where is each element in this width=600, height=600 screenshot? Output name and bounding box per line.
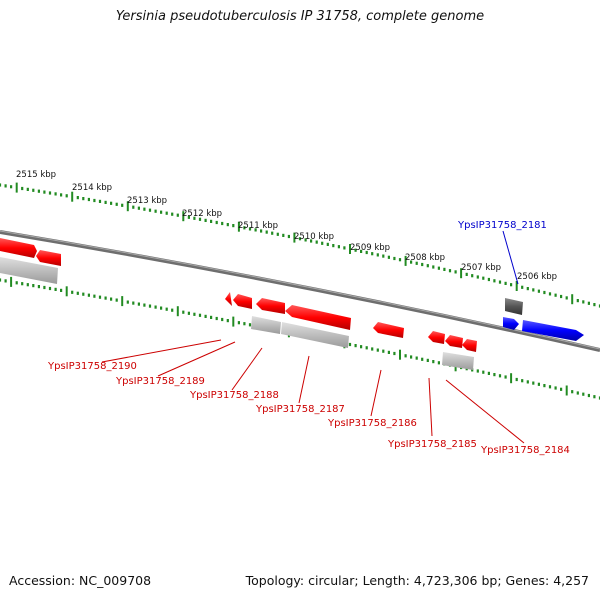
ruler-label: 2508 kbp (405, 253, 445, 263)
feature-block (0, 257, 58, 284)
lower-tick-track (0, 276, 600, 400)
feature-block (251, 316, 281, 334)
gene-arrow[interactable] (0, 238, 37, 258)
gene-label[interactable]: YpsIP31758_2184 (480, 445, 570, 456)
ruler-labels: 2515 kbp 2514 kbp 2513 kbp 2512 kbp 2511… (16, 170, 557, 282)
gene-arrow[interactable] (503, 317, 519, 330)
leader-line (370, 369, 382, 417)
ruler-label: 2511 kbp (238, 221, 278, 231)
ruler-label: 2512 kbp (182, 209, 222, 219)
genome-backbone-highlight (0, 230, 600, 350)
leader-line (231, 347, 263, 391)
gene-label[interactable]: YpsIP31758_2185 (387, 439, 477, 450)
leader-line (157, 341, 236, 377)
leader-line (101, 339, 222, 363)
leader-line (298, 355, 310, 404)
gene-features-forward[interactable] (503, 317, 584, 341)
gene-arrow[interactable] (445, 335, 463, 348)
feature-block (281, 322, 349, 348)
genome-summary-text: Topology: circular; Length: 4,723,306 bp… (245, 573, 589, 588)
ruler-label: 2507 kbp (461, 263, 501, 273)
ruler-label: 2515 kbp (16, 170, 56, 180)
ruler-label: 2506 kbp (517, 272, 557, 282)
gene-arrow[interactable] (233, 294, 252, 309)
gene-arrow[interactable] (285, 305, 351, 330)
gene-arrow[interactable] (373, 322, 404, 338)
gene-arrow[interactable] (428, 331, 445, 344)
genome-backbone (0, 230, 600, 352)
gene-label[interactable]: YpsIP31758_2189 (115, 376, 205, 387)
gene-label[interactable]: YpsIP31758_2190 (47, 361, 137, 372)
ruler-label: 2513 kbp (127, 196, 167, 206)
feature-block (505, 298, 523, 315)
leader-line (502, 230, 519, 285)
gene-label[interactable]: YpsIP31758_2188 (189, 390, 279, 401)
feature-block (442, 352, 474, 370)
ruler-label: 2514 kbp (72, 183, 112, 193)
leader-line (428, 377, 433, 437)
genome-title: Yersinia pseudotuberculosis IP 31758, co… (115, 9, 485, 24)
gene-arrow[interactable] (522, 320, 584, 341)
gene-label[interactable]: YpsIP31758_2187 (255, 404, 345, 415)
gene-label[interactable]: YpsIP31758_2186 (327, 418, 417, 429)
gene-arrow[interactable] (36, 250, 61, 266)
gene-arrow[interactable] (256, 298, 285, 314)
accession-text: Accession: NC_009708 (9, 573, 152, 588)
label-leaders (101, 230, 525, 444)
secondary-features (0, 257, 523, 370)
leader-line (445, 379, 525, 444)
ruler-label: 2510 kbp (294, 232, 334, 242)
gene-label[interactable]: YpsIP31758_2181 (457, 220, 547, 231)
gene-features-reverse[interactable] (0, 238, 477, 352)
upper-tick-track (0, 182, 600, 308)
gene-arrow[interactable] (462, 339, 477, 352)
gene-arrow[interactable] (225, 292, 232, 306)
gene-labels: YpsIP31758_2181 YpsIP31758_2190 YpsIP317… (47, 220, 570, 456)
ruler-label: 2509 kbp (350, 243, 390, 253)
